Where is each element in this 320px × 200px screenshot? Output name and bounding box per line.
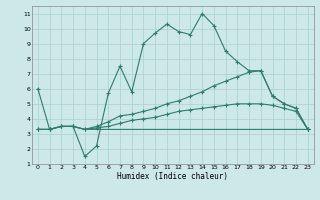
X-axis label: Humidex (Indice chaleur): Humidex (Indice chaleur)	[117, 172, 228, 181]
